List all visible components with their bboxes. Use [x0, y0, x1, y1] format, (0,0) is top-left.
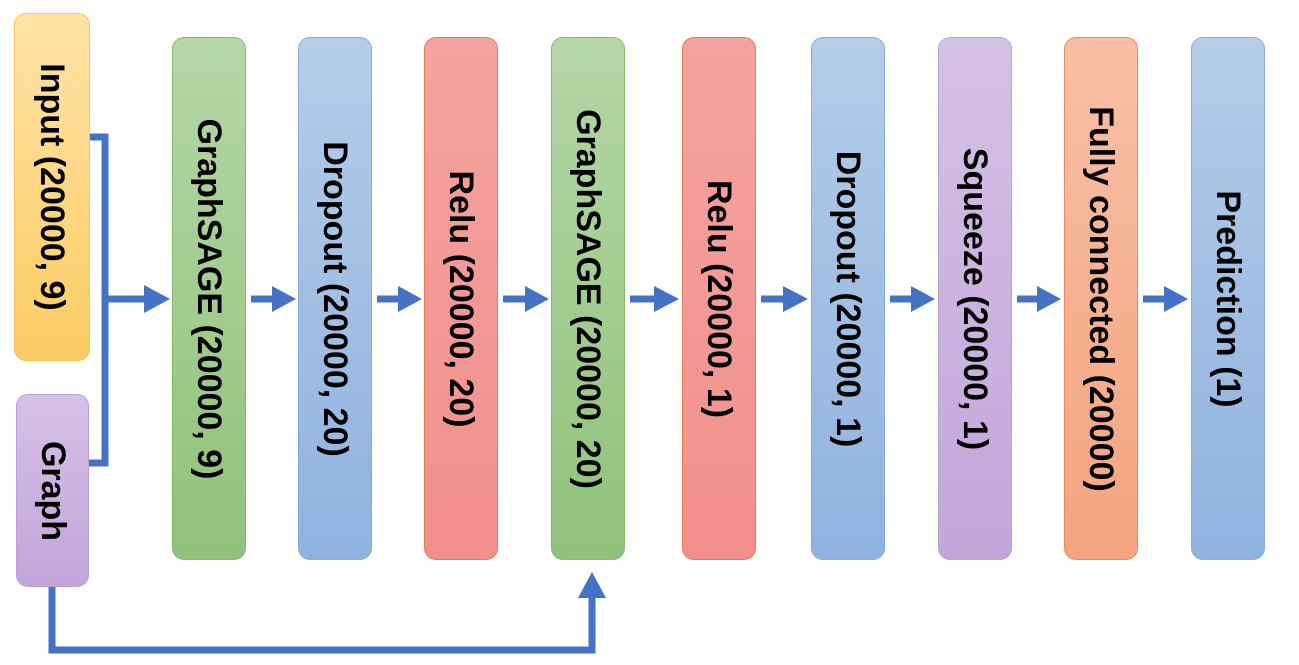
graph-node-label: Graph [33, 440, 72, 541]
relu-layer-1: Relu (20000, 20) [424, 37, 498, 560]
dropout-layer-1: Dropout (20000, 20) [298, 37, 372, 560]
relu-layer-2-label: Relu (20000, 1) [700, 179, 738, 418]
graphsage-layer-2: GraphSAGE (20000, 20) [551, 37, 625, 560]
arrow-relu1-graphsage2 [503, 286, 549, 312]
dropout-layer-2: Dropout (20000, 1) [811, 37, 885, 560]
arrow-dropout2-squeeze [890, 286, 935, 312]
fully-connected-layer: Fully connected (20000) [1064, 37, 1138, 560]
arrow-dropout1-relu1 [377, 286, 422, 312]
prediction-node-label: Prediction (1) [1209, 189, 1247, 408]
input-node: Input (20000, 9) [14, 13, 90, 361]
dropout-layer-1-label: Dropout (20000, 20) [316, 140, 354, 457]
squeeze-layer: Squeeze (20000, 1) [938, 37, 1012, 560]
input-node-label: Input (20000, 9) [33, 63, 71, 311]
graphsage-layer-1-label: GraphSAGE (20000, 9) [190, 118, 228, 479]
arrow-fc-prediction [1143, 286, 1188, 312]
arrow-graphsage2-relu2 [630, 286, 679, 312]
graphsage-layer-1: GraphSAGE (20000, 9) [172, 37, 246, 560]
arrow-relu2-dropout2 [761, 286, 808, 312]
merge-bracket [89, 133, 109, 467]
relu-layer-2: Relu (20000, 1) [682, 37, 756, 560]
arrow-graphsage1-dropout1 [251, 286, 296, 312]
dropout-layer-2-label: Dropout (20000, 1) [829, 150, 867, 447]
graph-to-graphsage2-arrow-head [578, 572, 606, 598]
graphsage-layer-2-label: GraphSAGE (20000, 20) [569, 108, 607, 489]
merge-arrow-head [144, 285, 170, 313]
graph-to-graphsage2-line [48, 587, 596, 654]
arrow-squeeze-fc [1017, 286, 1061, 312]
graph-node: Graph [16, 394, 89, 587]
fully-connected-layer-label: Fully connected (20000) [1082, 105, 1120, 492]
prediction-node: Prediction (1) [1191, 37, 1265, 560]
squeeze-layer-label: Squeeze (20000, 1) [956, 147, 994, 450]
relu-layer-1-label: Relu (20000, 20) [442, 169, 480, 428]
